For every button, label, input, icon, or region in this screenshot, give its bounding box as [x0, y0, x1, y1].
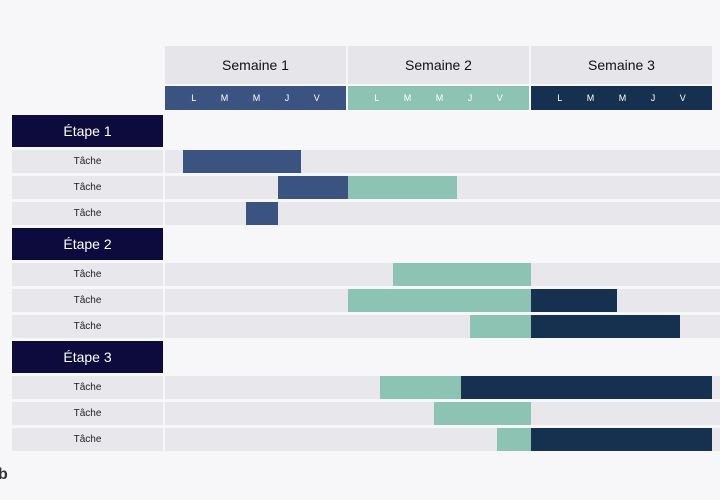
task-bar-week-1 [278, 176, 348, 199]
phase-header-2: Étape 2 [12, 228, 163, 260]
task-label: Tâche [12, 402, 163, 425]
day-label: V [313, 93, 320, 103]
task-bar-week-3 [531, 289, 617, 312]
day-label: V [679, 93, 686, 103]
phase-header-1: Étape 1 [12, 115, 163, 147]
day-label: V [496, 93, 503, 103]
task-label: Tâche [12, 289, 163, 312]
task-label: Tâche [12, 376, 163, 399]
task-bar-week-1 [246, 202, 279, 225]
task-track [165, 202, 720, 225]
week-header-3: Semaine 3 [531, 46, 712, 84]
day-label: M [252, 93, 261, 103]
day-label: M [435, 93, 444, 103]
phase-header-3: Étape 3 [12, 341, 163, 373]
corner-glyph: b [0, 466, 8, 483]
task-label: Tâche [12, 176, 163, 199]
day-label: M [586, 93, 595, 103]
day-label: J [467, 93, 473, 103]
task-bar-week-2 [379, 376, 462, 399]
task-bar-week-2 [348, 176, 457, 199]
day-label: M [220, 93, 229, 103]
day-label: J [284, 93, 290, 103]
day-label: L [191, 93, 197, 103]
task-label: Tâche [12, 263, 163, 286]
task-bar-week-3 [531, 315, 681, 338]
task-label: Tâche [12, 428, 163, 451]
day-label: J [650, 93, 656, 103]
day-label: L [557, 93, 563, 103]
day-label: L [374, 93, 380, 103]
day-label: M [403, 93, 412, 103]
day-label: M [618, 93, 627, 103]
task-bar-week-2 [433, 402, 531, 425]
task-bar-week-1 [183, 150, 301, 173]
task-label: Tâche [12, 150, 163, 173]
task-track [165, 150, 720, 173]
task-bar-week-2 [393, 263, 531, 286]
task-label: Tâche [12, 315, 163, 338]
task-bar-week-3 [461, 376, 712, 399]
week-header-2: Semaine 2 [348, 46, 529, 84]
task-bar-week-2 [470, 315, 531, 338]
task-bar-week-2 [348, 289, 531, 312]
task-bar-week-3 [531, 428, 712, 451]
task-bar-week-2 [497, 428, 531, 451]
week-header-1: Semaine 1 [165, 46, 346, 84]
task-label: Tâche [12, 202, 163, 225]
